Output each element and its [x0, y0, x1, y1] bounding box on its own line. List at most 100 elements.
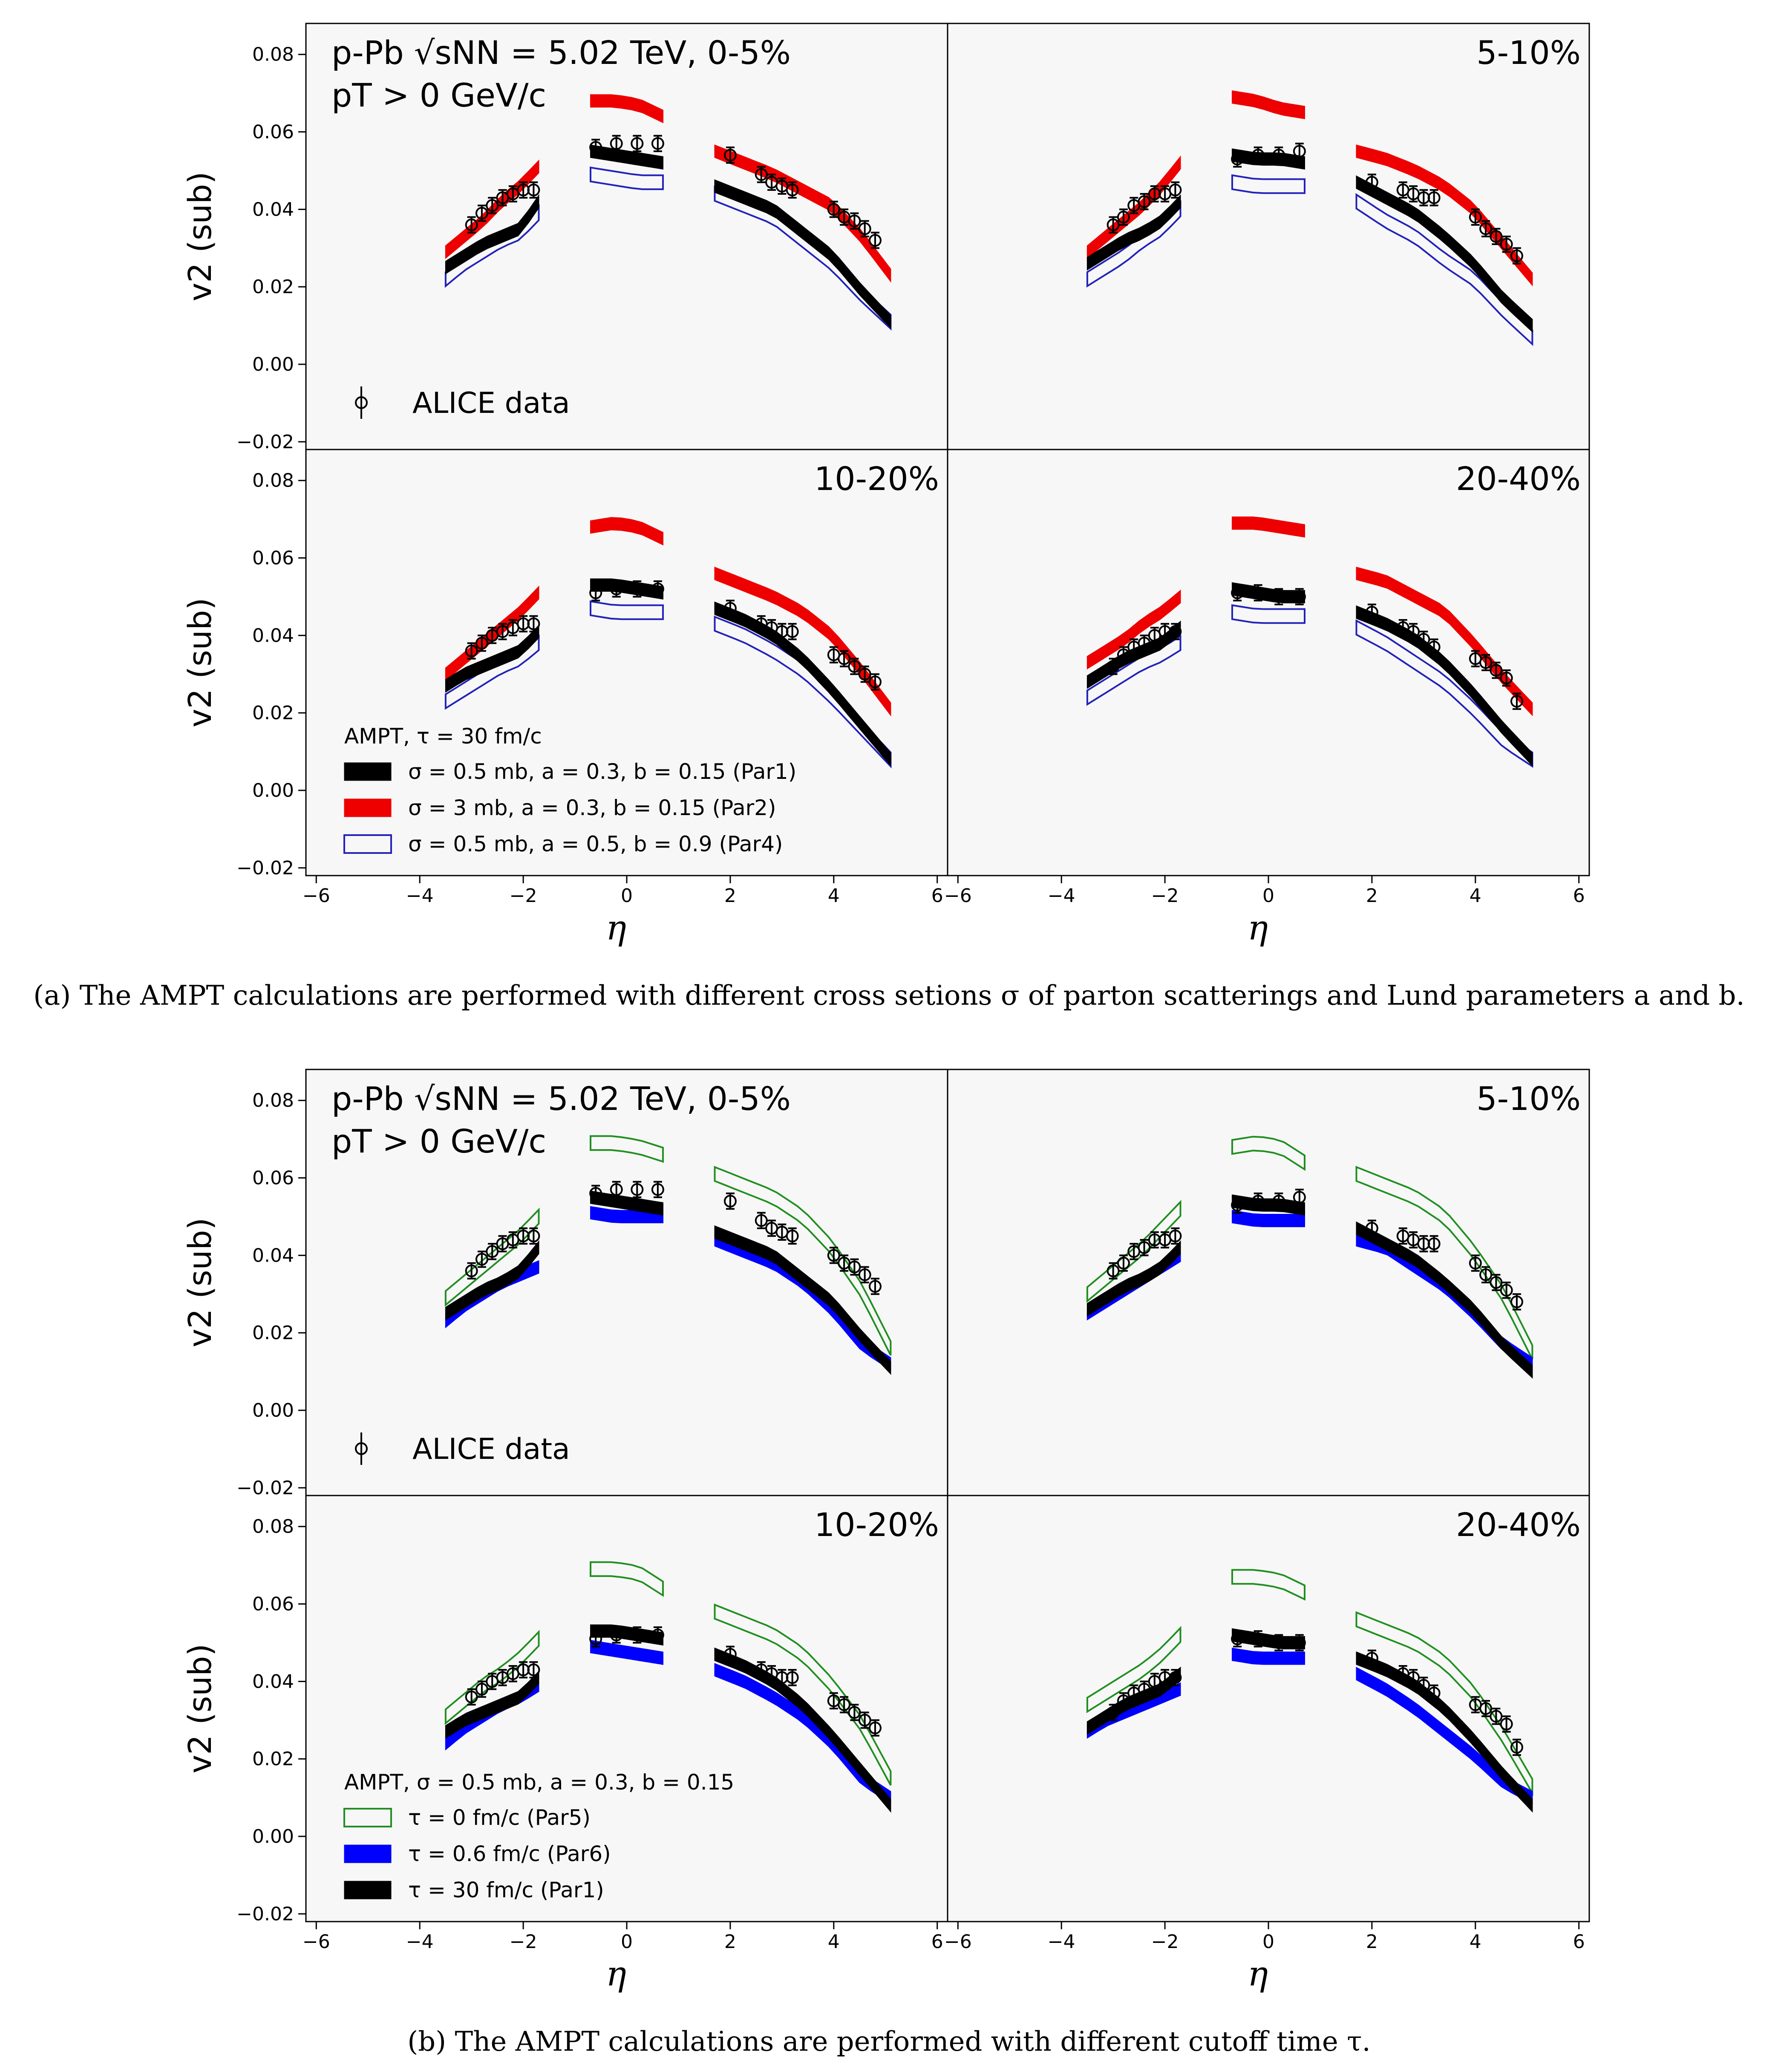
alice-data-point: [475, 1683, 488, 1696]
ytick-label: 0.04: [252, 199, 294, 220]
alice-data-point: [1500, 671, 1513, 685]
xtick-label: −2: [510, 885, 537, 907]
band-par4-seg1: [1231, 174, 1305, 194]
alice-data-point: [848, 660, 861, 673]
alice-data-point: [1510, 695, 1523, 708]
alice-data-point: [486, 1245, 499, 1258]
ytick-label: 0.06: [252, 1167, 294, 1189]
alice-data-point: [1169, 183, 1182, 196]
alice-data-point: [465, 218, 478, 231]
alice-data-point: [786, 1229, 799, 1242]
alice-data-point: [589, 141, 602, 154]
alice-data-point: [1407, 1671, 1420, 1684]
axes-background: [948, 1069, 1589, 1496]
band-par1-seg1: [590, 578, 663, 600]
alice-data-point: [1117, 1694, 1130, 1707]
x-axis-label: η: [606, 1954, 626, 1994]
ytick-label: 0.04: [252, 1671, 294, 1692]
centrality-label: 5-10%: [1476, 34, 1581, 72]
alice-data-point: [1117, 648, 1130, 661]
alice-data-point: [1107, 1706, 1120, 1719]
band-par2-seg1: [590, 94, 663, 124]
ytick-label: −0.02: [236, 1477, 294, 1499]
axes-background: [306, 1069, 948, 1496]
header-energy-label: p-Pb √sNN = 5.02 TeV, 0-5%: [331, 1080, 791, 1118]
alice-data-point: [1510, 249, 1523, 262]
alice-data-point: [1107, 660, 1120, 673]
xtick-label: 2: [724, 1931, 736, 1953]
alice-data-point: [1293, 1191, 1306, 1204]
alice-data-point: [527, 1663, 540, 1677]
alice-data-point: [868, 675, 882, 689]
legend-alice-marker: [355, 396, 368, 409]
alice-data-point: [1251, 586, 1265, 599]
alice-data-point: [1272, 1195, 1285, 1208]
alice-data-point: [1407, 625, 1420, 638]
band-par2-seg1: [1232, 516, 1305, 538]
alice-data-point: [1417, 1679, 1430, 1692]
xtick-label: 6: [931, 1931, 943, 1953]
alice-data-point: [723, 149, 737, 162]
band-par1-seg2: [714, 179, 891, 329]
alice-data-point: [858, 222, 871, 235]
band-par4-seg1: [1231, 604, 1305, 624]
band-par4-seg1: [590, 600, 664, 620]
ytick-label: −0.02: [236, 857, 294, 879]
ytick-label: 0.04: [252, 1245, 294, 1266]
header-pt-label: pT > 0 GeV/c: [331, 1122, 546, 1160]
band-par4-seg2: [1355, 619, 1533, 768]
ytick-label: 0.04: [252, 625, 294, 646]
alice-data-point: [755, 1214, 768, 1227]
alice-data-point: [1231, 153, 1244, 166]
alice-data-point: [1490, 1710, 1503, 1723]
xtick-label: 2: [724, 885, 736, 907]
alice-data-point: [1138, 637, 1151, 650]
alice-data-point: [1490, 1276, 1503, 1289]
header-pt-label: pT > 0 GeV/c: [331, 76, 546, 114]
legend-alice-label: ALICE data: [412, 386, 570, 420]
band-par1-seg0: [1086, 194, 1181, 271]
alice-data-point: [827, 203, 840, 216]
alice-data-point: [1365, 1651, 1378, 1665]
alice-data-point: [610, 137, 623, 150]
alice-data-point: [723, 1648, 737, 1661]
panel-b-10-20%: −0.02 0.00 0.02 0.04 0.06 0.08 v2 (sub) −6 −4 −2 0…: [182, 1495, 948, 1994]
legend-item-label: σ = 3 mb, a = 0.3, b = 0.15 (Par2): [408, 795, 776, 820]
xtick-label: 6: [1573, 885, 1585, 907]
alice-data-point: [527, 617, 540, 631]
ytick-label: −0.02: [236, 1903, 294, 1925]
alice-data-point: [1365, 605, 1378, 619]
alice-data-point: [858, 1714, 871, 1727]
alice-data-point: [868, 1721, 882, 1735]
alice-data-point: [589, 1187, 602, 1200]
axes-background: [948, 1496, 1589, 1922]
band-par5-seg1: [590, 1135, 664, 1163]
band-par1-seg0: [445, 624, 539, 693]
legend-swatch: [343, 834, 392, 854]
alice-data-point: [868, 234, 882, 247]
alice-data-point: [1427, 640, 1441, 654]
alice-data-point: [1510, 1295, 1523, 1308]
alice-data-point: [1510, 1741, 1523, 1754]
band-par1-seg1: [590, 1624, 663, 1646]
alice-data-point: [610, 1628, 623, 1642]
x-axis-label: η: [1248, 1954, 1268, 1994]
alice-data-point: [631, 582, 644, 596]
xtick-label: 6: [931, 885, 943, 907]
alice-data-point: [631, 1628, 644, 1642]
band-par1-seg2: [1356, 175, 1533, 333]
alice-data-point: [1138, 1241, 1151, 1254]
band-par5-seg1: [1231, 1569, 1305, 1601]
ytick-label: 0.08: [252, 44, 294, 66]
ytick-label: 0.06: [252, 121, 294, 143]
alice-data-point: [1479, 1702, 1493, 1715]
ytick-label: 0.00: [252, 780, 294, 801]
ytick-label: 0.08: [252, 470, 294, 492]
xtick-label: −4: [1048, 1931, 1075, 1953]
alice-data-point: [475, 207, 488, 220]
band-par2-seg1: [590, 517, 663, 546]
alice-data-point: [589, 1632, 602, 1645]
alice-data-point: [786, 625, 799, 638]
band-par1-seg2: [1356, 1221, 1533, 1379]
